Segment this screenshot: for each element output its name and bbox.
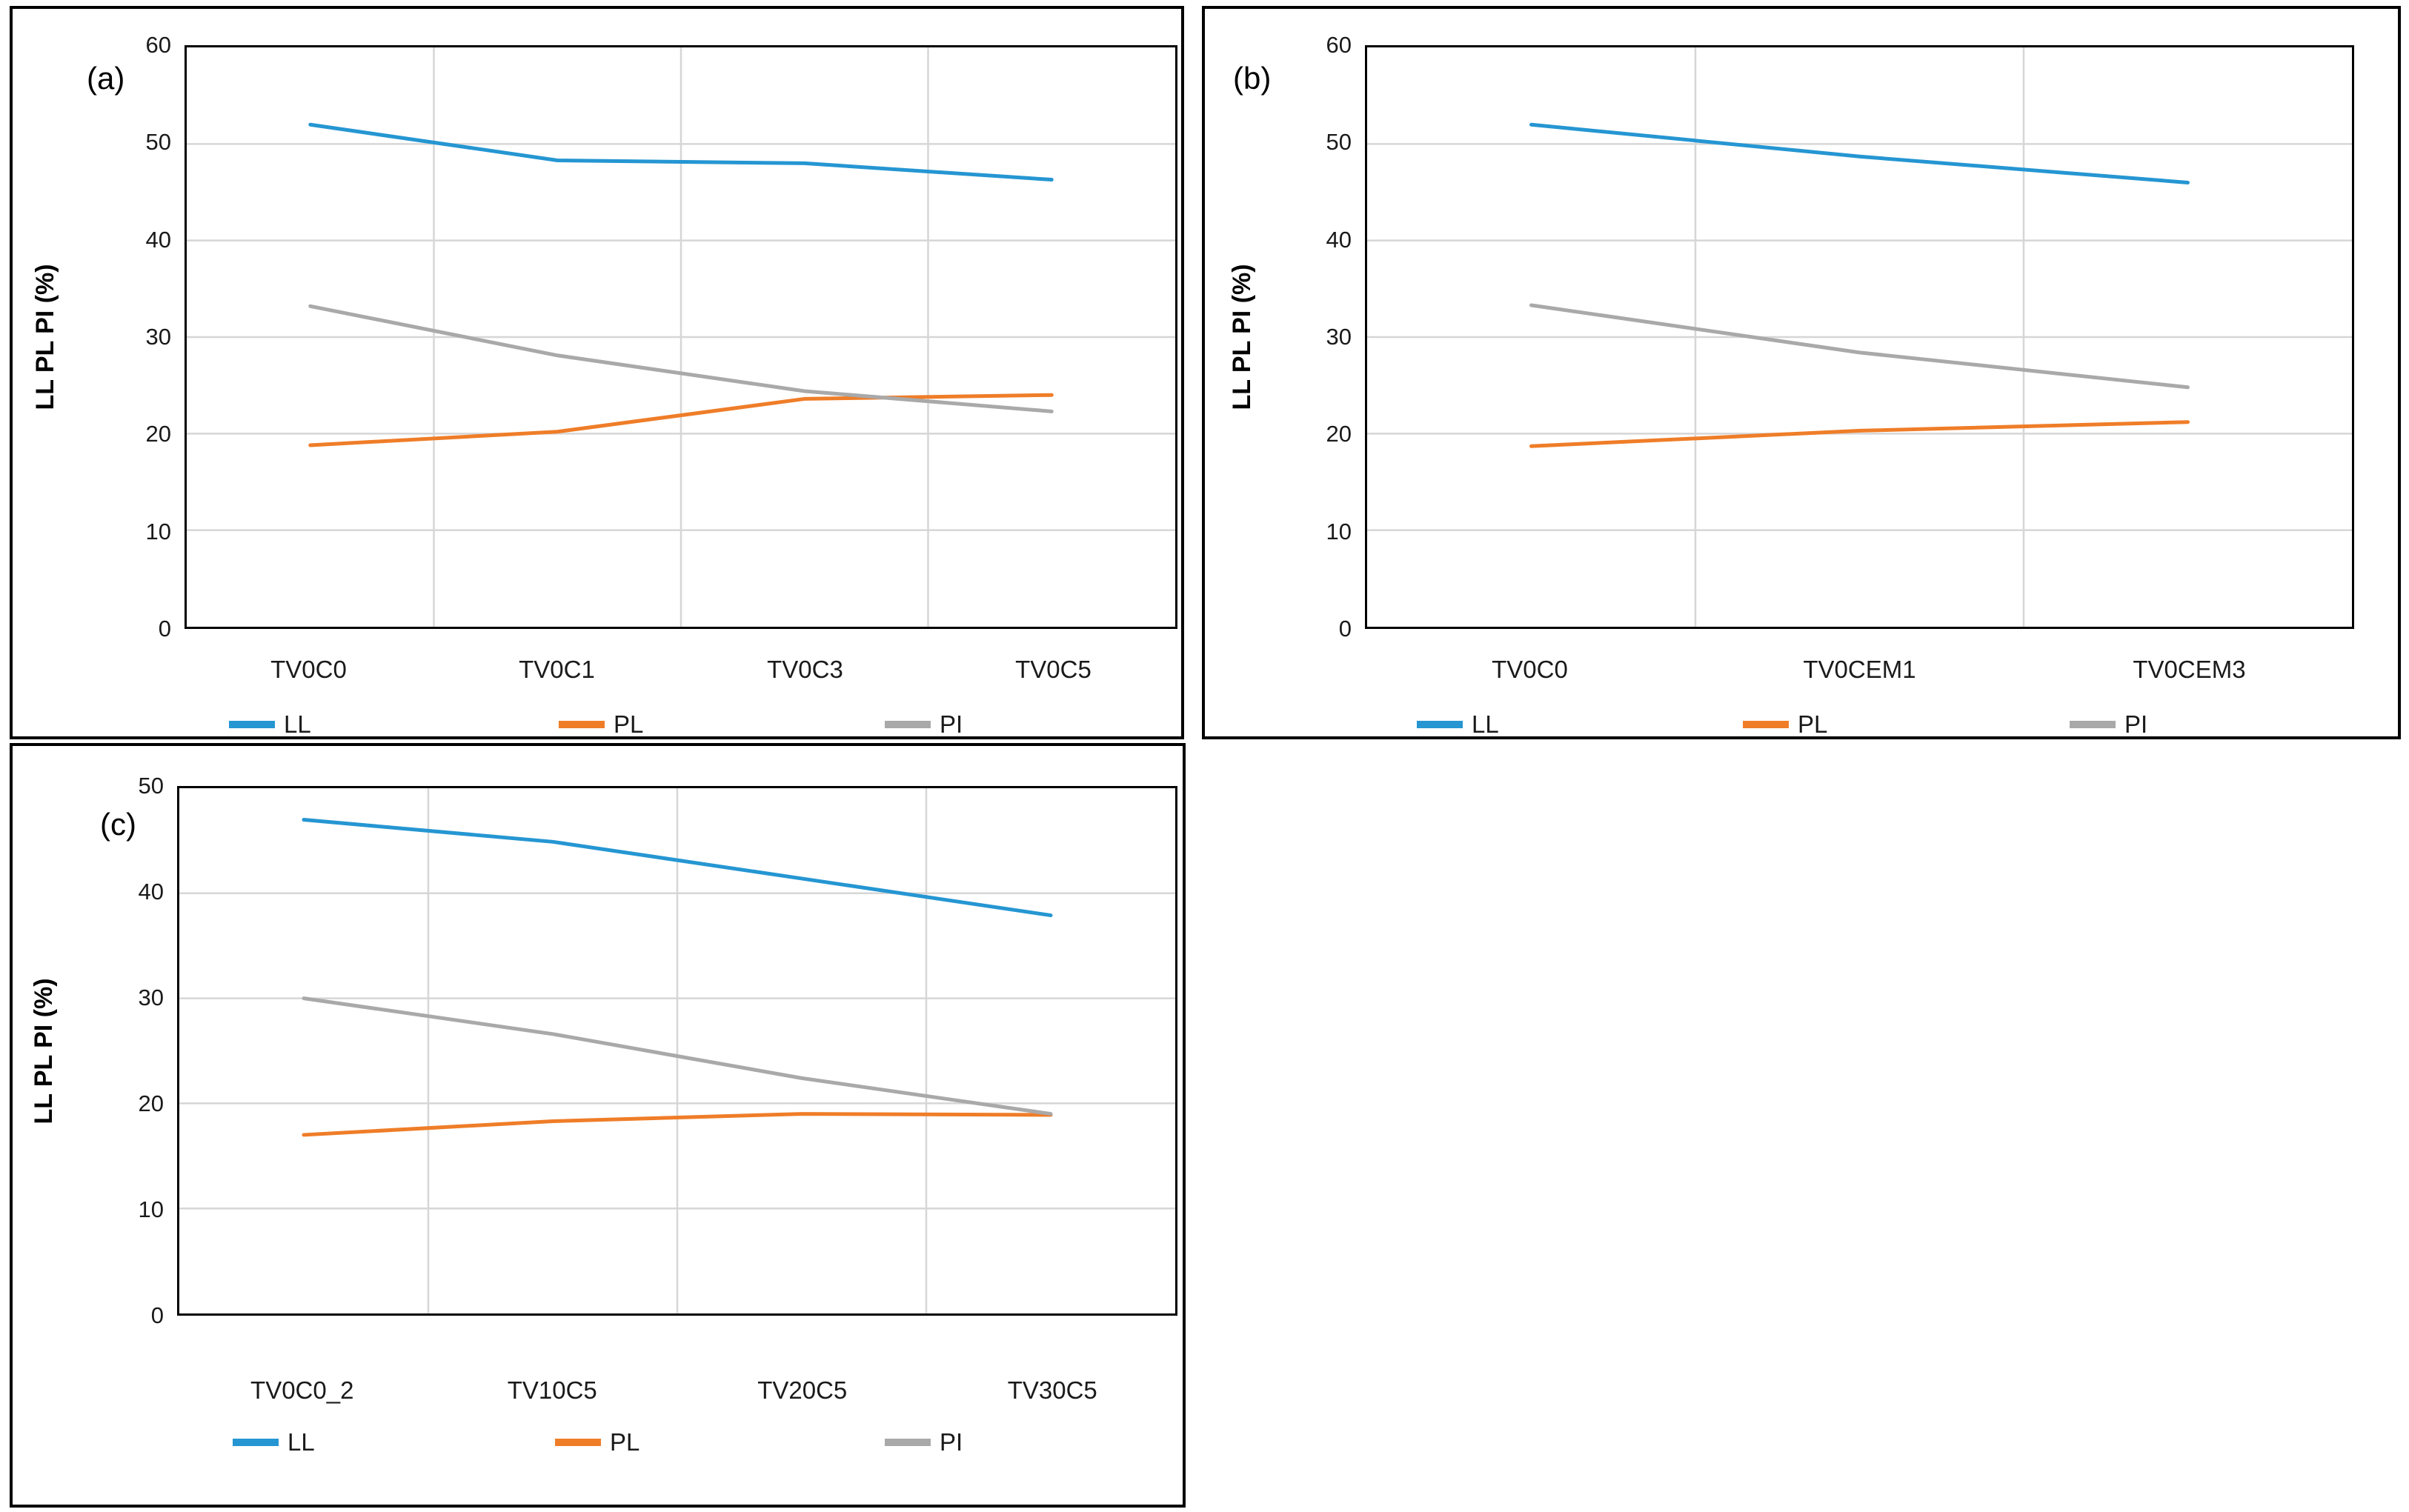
chart-panel-a: (a) LL PL PI (%) 0 10 20 30 40 50 60 TV0C0 TV0C1… [10, 6, 1184, 739]
y-tick-label: 20 [145, 421, 171, 447]
y-tick-label: 30 [1326, 324, 1352, 350]
series-line-PL [310, 395, 1052, 445]
y-axis-title: LL PL PI (%) [30, 978, 58, 1125]
x-category-label: TV0C0 [1492, 656, 1568, 683]
y-tick-label: 20 [1326, 421, 1352, 447]
plot-canvas [187, 47, 1175, 627]
x-category-label: TV20C5 [757, 1376, 848, 1404]
legend-swatch-PI [2070, 721, 2116, 728]
x-category-label: TV0C0_2 [250, 1376, 354, 1404]
series-line-PL [1532, 422, 2188, 447]
plot-area [1365, 45, 2354, 629]
legend-item-PL: PL [559, 708, 643, 741]
legend-item-LL: LL [1417, 708, 1499, 741]
y-tick-label: 0 [150, 1302, 164, 1328]
chart-panel-c: (c) LL PL PI (%) 0 10 20 30 40 50 TV0C0_2 TV10C… [10, 743, 1186, 1508]
legend-swatch-PI [885, 721, 931, 728]
legend-swatch-PI [885, 1439, 931, 1446]
plot-canvas [179, 788, 1175, 1313]
legend-label-PI: PI [2124, 710, 2148, 738]
x-category-label: TV0C3 [767, 656, 843, 683]
series-line-LL [304, 820, 1051, 916]
plot-area [177, 786, 1177, 1316]
legend-label-PI: PI [940, 1428, 963, 1456]
legend-swatch-LL [1417, 721, 1463, 728]
y-tick-label: 50 [138, 773, 164, 799]
y-axis-title: LL PL PI (%) [31, 264, 59, 410]
legend-label-PL: PL [614, 710, 644, 738]
x-category-label: TV0CEM1 [1803, 656, 1916, 683]
panel-label-a: (a) [87, 61, 125, 96]
chart-panel-b: (b) LL PL PI (%) 0 10 20 30 40 50 60 TV0C0 TV0CE… [1202, 6, 2401, 739]
series-line-PI [1532, 305, 2188, 387]
y-tick-label: 40 [1326, 226, 1352, 253]
y-tick-label: 60 [1326, 32, 1352, 58]
x-category-label: TV0CEM3 [2133, 656, 2246, 683]
legend-label-PI: PI [940, 710, 963, 738]
y-tick-label: 40 [138, 879, 164, 905]
legend-item-LL: LL [229, 708, 311, 741]
legend-item-PL: PL [1743, 708, 1827, 741]
y-tick-label: 30 [145, 324, 171, 350]
panel-label-c: (c) [100, 807, 136, 842]
panel-label-b: (b) [1233, 61, 1272, 96]
legend-item-LL: LL [233, 1426, 315, 1459]
legend-label-LL: LL [1472, 710, 1499, 738]
legend-label-LL: LL [288, 1428, 315, 1456]
legend-label-PL: PL [610, 1428, 640, 1456]
series-line-PI [310, 306, 1052, 411]
legend-swatch-LL [229, 721, 275, 728]
legend-item-PL: PL [555, 1426, 639, 1459]
x-category-label: TV0C5 [1015, 656, 1091, 683]
y-tick-label: 0 [1338, 616, 1352, 642]
x-category-label: TV10C5 [507, 1376, 597, 1404]
legend-item-PI: PI [2070, 708, 2147, 741]
x-category-label: TV30C5 [1007, 1376, 1097, 1404]
y-tick-label: 10 [138, 1196, 164, 1222]
y-tick-label: 10 [1326, 518, 1352, 544]
legend-swatch-PL [559, 721, 605, 728]
series-line-LL [1532, 124, 2188, 182]
y-tick-label: 60 [145, 32, 171, 58]
legend-label-LL: LL [284, 710, 311, 738]
x-category-label: TV0C0 [270, 656, 347, 683]
x-category-label: TV0C1 [519, 656, 595, 683]
plot-canvas [1367, 47, 2352, 627]
legend-swatch-PL [1743, 721, 1789, 728]
legend-label-PL: PL [1798, 710, 1828, 738]
series-line-PI [304, 999, 1051, 1114]
y-tick-label: 30 [138, 985, 164, 1010]
y-tick-label: 50 [145, 129, 171, 156]
y-tick-label: 20 [138, 1090, 164, 1116]
plot-area [185, 45, 1177, 629]
y-tick-label: 50 [1326, 129, 1352, 156]
y-tick-label: 10 [145, 518, 171, 544]
legend-swatch-LL [233, 1439, 279, 1446]
series-line-LL [310, 124, 1052, 179]
y-tick-label: 40 [145, 226, 171, 253]
series-line-PL [304, 1114, 1051, 1135]
legend-item-PI: PI [885, 1426, 963, 1459]
legend-swatch-PL [555, 1439, 601, 1446]
legend-item-PI: PI [885, 708, 963, 741]
y-tick-label: 0 [158, 616, 171, 642]
